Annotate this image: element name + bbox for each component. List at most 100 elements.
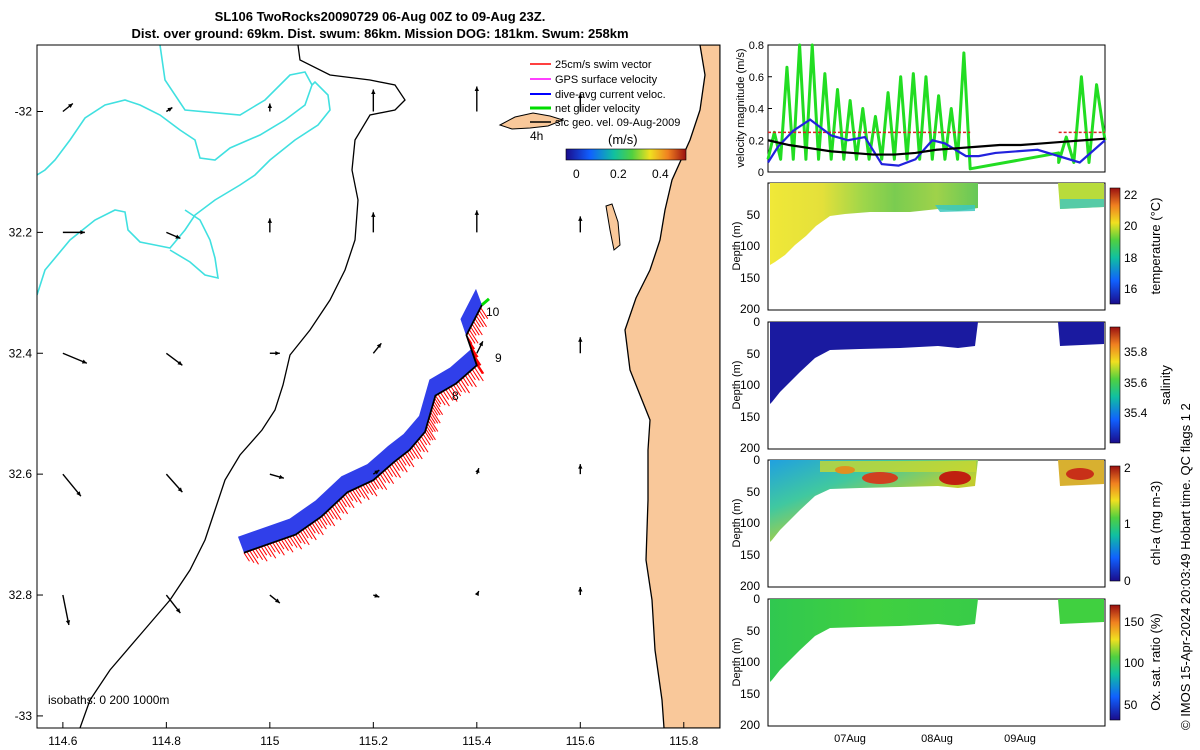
swim-vector <box>447 387 458 402</box>
swim-vector <box>302 529 309 539</box>
chla-patch-late <box>1066 468 1094 480</box>
swim-vector <box>473 321 483 336</box>
swim-vector <box>430 412 439 424</box>
swim-vector <box>357 487 366 499</box>
legend-net: net glider velocity <box>530 103 640 115</box>
sfc-arrow-head <box>475 468 480 474</box>
sfc-arrow-head <box>81 359 87 364</box>
chla-max-patches <box>835 466 971 485</box>
map-xtick-label-6: 115.8 <box>669 734 698 748</box>
swim-vector <box>283 538 294 553</box>
swim-vector <box>478 310 486 320</box>
ox-ytick-150: 150 <box>740 687 760 701</box>
sal-ytick-0: 0 <box>753 315 760 329</box>
map-xtick-label-4: 115.4 <box>462 734 491 748</box>
chl-cb-0: 0 <box>1124 574 1131 588</box>
temp-ytick-150: 150 <box>740 271 760 285</box>
ox-ytick-0: 0 <box>753 592 760 606</box>
map-ytick-label-3: 32.6 <box>9 467 33 481</box>
swim-vector <box>393 461 400 471</box>
legend-sfc-geo: sfc geo. vel. 09-Aug-2009 <box>530 117 680 129</box>
legend-dive-label: dive-avg current veloc. <box>555 89 666 101</box>
swim-vector <box>331 506 342 521</box>
swim-vector <box>263 545 272 557</box>
swim-vector <box>400 456 407 466</box>
sfc-arrow-head <box>374 470 380 475</box>
sfc-arrow-head <box>578 93 583 98</box>
swim-vector <box>440 392 450 407</box>
sfc-arrow-head <box>278 474 284 479</box>
glider-track <box>237 288 490 565</box>
track-line <box>243 304 483 554</box>
swim-vector <box>342 496 351 508</box>
swim-vector <box>295 534 302 544</box>
swim-vector <box>314 521 324 536</box>
map-legend: 25cm/s swim vector GPS surface velocity … <box>530 59 687 181</box>
net-velocity-line <box>767 137 1106 156</box>
salinity-section-late <box>1058 322 1104 346</box>
swim-vector <box>377 475 388 491</box>
sfc-arrow-head <box>177 487 183 493</box>
swim-vector <box>427 423 434 433</box>
sfc-arrow-head <box>167 107 173 112</box>
swim-vector <box>413 445 423 460</box>
swim-vector <box>416 440 425 453</box>
swim-vector <box>477 312 487 328</box>
swim-vector <box>424 431 431 441</box>
swim-vector <box>434 398 441 408</box>
swim-vector <box>404 453 415 468</box>
map-xtick-label-2: 115 <box>260 734 279 748</box>
swim-vector <box>362 484 369 494</box>
map-xtick-label-3: 115.2 <box>359 734 388 748</box>
swim-vector <box>272 542 281 554</box>
chla-section <box>770 460 978 542</box>
chla-panel: 0 50 100 150 200 Depth (m) 2 1 0 chl-a (… <box>731 453 1163 593</box>
map-ytick-label-0: -32 <box>15 104 33 118</box>
swim-vector <box>352 489 362 504</box>
swim-vector <box>475 315 484 328</box>
swim-vector <box>431 409 441 424</box>
swim-vector <box>243 552 250 562</box>
swim-vector <box>427 420 436 432</box>
swim-vector <box>309 524 316 534</box>
sal-ylabel: Depth (m) <box>731 361 743 410</box>
swim-vector <box>469 371 476 381</box>
net-velocity-end <box>481 297 490 307</box>
swim-vector <box>349 490 358 503</box>
sfc-arrow-head <box>478 341 483 347</box>
temp-ytick-50: 50 <box>747 208 761 222</box>
map-y-ticks: -32 32.2 32.4 32.6 32.8 -33 <box>9 104 43 723</box>
swim-vector <box>386 467 394 477</box>
swim-vector <box>420 436 428 446</box>
swim-vector <box>422 433 431 446</box>
temperature-late-cool <box>1060 199 1104 209</box>
swim-vector <box>318 517 327 530</box>
swim-vector <box>474 367 484 382</box>
swim-vector <box>457 381 466 393</box>
sfc-arrow-head <box>376 343 382 349</box>
swim-vector <box>409 449 416 459</box>
sal-colorbar <box>1109 326 1121 444</box>
chl-colorbar <box>1109 465 1121 582</box>
time-tick-09aug: 09Aug <box>1004 733 1036 745</box>
swim-vector <box>414 442 422 452</box>
oxygen-panel: 0 50 100 150 200 Depth (m) 150 100 50 Ox… <box>731 592 1163 745</box>
swim-vector <box>429 414 436 424</box>
swim-vector <box>474 318 481 328</box>
legend-gps-label: GPS surface velocity <box>555 74 658 86</box>
ox-ylabel: Depth (m) <box>731 638 743 687</box>
velocity-ylabel: velocity magnitude (m/s) <box>735 48 747 167</box>
swim-vector <box>455 383 463 393</box>
chl-ytick-100: 100 <box>740 516 760 530</box>
legend-swim-label: 25cm/s swim vector <box>555 59 652 71</box>
swim-vector <box>450 386 457 396</box>
legend-swim-vector: 25cm/s swim vector <box>530 59 652 71</box>
swim-vector <box>275 541 285 556</box>
swim-vector <box>418 438 429 453</box>
swim-vector <box>311 522 320 535</box>
swim-vector <box>467 373 477 388</box>
velocity-colorbar <box>565 148 687 161</box>
day-marker-9: 9 <box>495 351 502 365</box>
swim-vector <box>395 460 404 472</box>
sal-cb-35.6: 35.6 <box>1124 376 1148 390</box>
